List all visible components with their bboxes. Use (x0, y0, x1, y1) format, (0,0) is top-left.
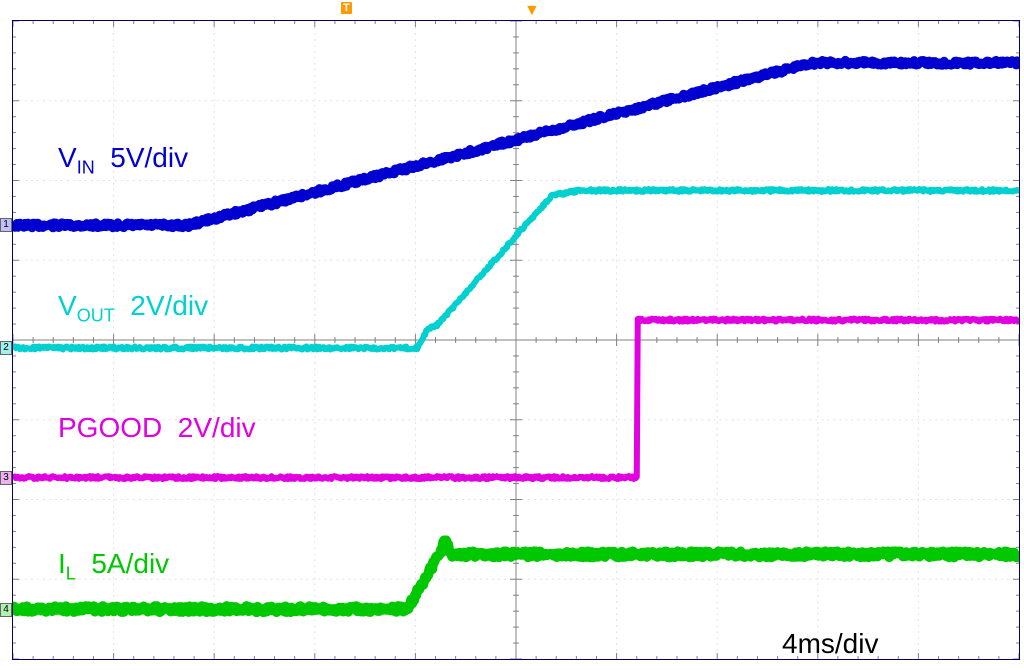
trace-pgood (13, 319, 1019, 479)
trace-label-vout: VOUT 2V/div (58, 290, 208, 327)
channel-tag-ch2: 2 (0, 341, 12, 355)
trigger-marker-1: ▼ (524, 2, 540, 20)
trace-label-vin: VIN 5V/div (58, 142, 188, 179)
timebase-label: 4ms/div (782, 628, 878, 660)
trace-label-pgood: PGOOD 2V/div (58, 412, 256, 444)
oscilloscope-capture: 1 2 3 4 VIN 5V/div VOUT 2V/div PGOOD 2V/div IL… (0, 0, 1024, 670)
channel-tag-ch1: 1 (0, 218, 12, 232)
channel-tag-ch4: 4 (0, 603, 12, 617)
channel-tag-ch3: 3 (0, 471, 12, 485)
trace-label-il: IL 5A/div (58, 548, 169, 585)
trigger-marker-0: T (341, 2, 352, 14)
